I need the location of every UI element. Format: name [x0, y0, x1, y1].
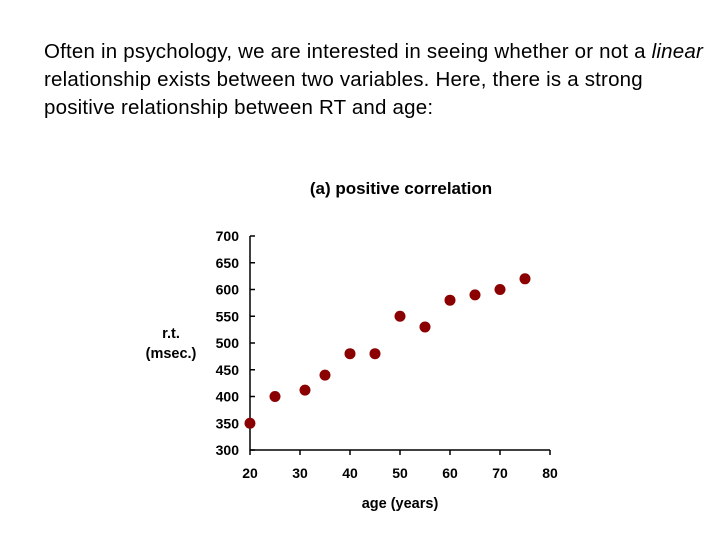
data-point: [494, 284, 506, 295]
data-point: [244, 417, 256, 429]
y-axis-title-line2: (msec.): [146, 346, 197, 362]
y-tick-label: 450: [216, 362, 240, 378]
y-tick-label: 400: [216, 389, 240, 405]
data-point: [269, 391, 281, 402]
data-point: [419, 321, 431, 333]
y-tick-label: 300: [216, 442, 240, 458]
y-tick-label: 600: [216, 282, 240, 298]
data-point: [319, 369, 331, 381]
x-tick-label: 70: [492, 465, 508, 481]
intro-text-start: Often in psychology, we are interested i…: [44, 40, 652, 63]
y-axis-title-line1: r.t.: [162, 326, 180, 342]
x-tick-label: 40: [342, 465, 358, 481]
intro-paragraph: Often in psychology, we are interested i…: [44, 38, 704, 122]
x-tick-label: 30: [292, 465, 308, 481]
x-tick-label: 60: [442, 465, 458, 481]
x-axis: 20 30 40 50 60 70 80: [242, 449, 558, 481]
x-tick-label: 50: [392, 465, 408, 481]
x-tick-label: 20: [242, 465, 258, 481]
intro-emphasis: linear: [651, 40, 704, 63]
data-point: [344, 348, 356, 360]
chart-title: (a) positive correlation: [310, 179, 492, 198]
y-tick-label: 350: [216, 415, 240, 431]
x-axis-title: age (years): [362, 496, 439, 512]
data-point: [394, 310, 406, 322]
data-point: [369, 348, 381, 360]
y-tick-label: 500: [216, 335, 240, 351]
x-tick-label: 80: [542, 465, 558, 481]
data-point: [519, 273, 531, 285]
y-axis: 300 350 400 450 500 550 600 650 700: [216, 228, 255, 458]
data-point: [299, 384, 311, 396]
y-tick-label: 700: [216, 228, 240, 244]
data-point: [469, 289, 481, 301]
y-tick-label: 650: [216, 255, 240, 271]
y-tick-label: 550: [216, 308, 240, 324]
data-points: [244, 273, 531, 429]
data-point: [444, 294, 456, 306]
intro-text-end: relationship exists between two variable…: [44, 68, 643, 119]
